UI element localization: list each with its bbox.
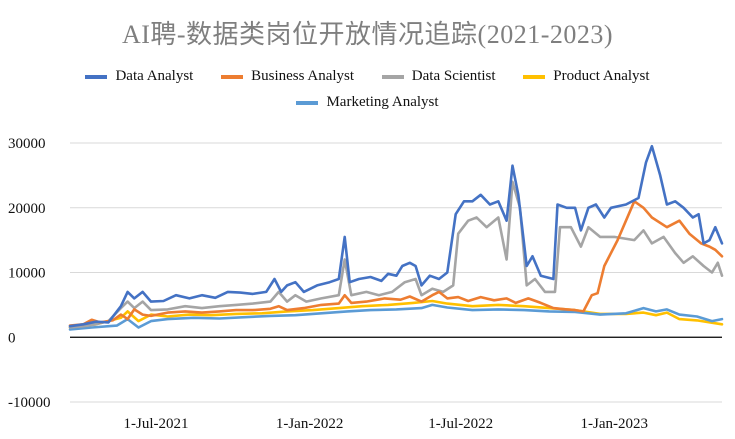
x-tick-label: 1-Jul-2022 <box>428 416 493 432</box>
legend-swatch <box>296 100 319 105</box>
x-tick-label: 1-Jan-2023 <box>581 416 649 432</box>
series-line-data-scientist <box>68 180 724 329</box>
y-tick-label: 30000 <box>8 136 46 152</box>
legend-item-business-analyst[interactable]: Business Analyst <box>221 68 354 85</box>
legend-item-data-analyst[interactable]: Data Analyst <box>85 68 193 85</box>
series-line-data-analyst <box>68 144 724 328</box>
y-tick-label: 10000 <box>8 266 46 282</box>
legend-label: Product Analyst <box>553 68 650 84</box>
legend-item-data-scientist[interactable]: Data Scientist <box>381 68 496 85</box>
legend-swatch <box>85 74 108 79</box>
series-line-business-analyst <box>68 200 724 327</box>
legend-label: Marketing Analyst <box>326 94 439 110</box>
y-tick-label: 20000 <box>8 201 46 217</box>
legend-swatch <box>381 74 404 79</box>
x-tick-label: 1-Jul-2021 <box>123 416 188 432</box>
legend-label: Data Scientist <box>411 68 496 84</box>
legend-row-2: Marketing Analyst <box>0 94 735 111</box>
y-tick-label: 0 <box>8 330 16 346</box>
legend: Data Analyst Business Analyst Data Scien… <box>0 68 735 85</box>
chart-title: AI聘-数据类岗位开放情况追踪(2021-2023) <box>121 20 614 49</box>
series-line-marketing-analyst <box>68 303 724 331</box>
legend-item-product-analyst[interactable]: Product Analyst <box>523 68 650 85</box>
y-tick-label: -10000 <box>8 395 51 411</box>
legend-item-marketing-analyst[interactable]: Marketing Analyst <box>296 94 439 111</box>
x-tick-label: 1-Jan-2022 <box>276 416 344 432</box>
legend-label: Business Analyst <box>251 68 355 84</box>
legend-label: Data Analyst <box>115 68 194 84</box>
legend-swatch <box>221 74 244 79</box>
legend-swatch <box>523 74 546 79</box>
